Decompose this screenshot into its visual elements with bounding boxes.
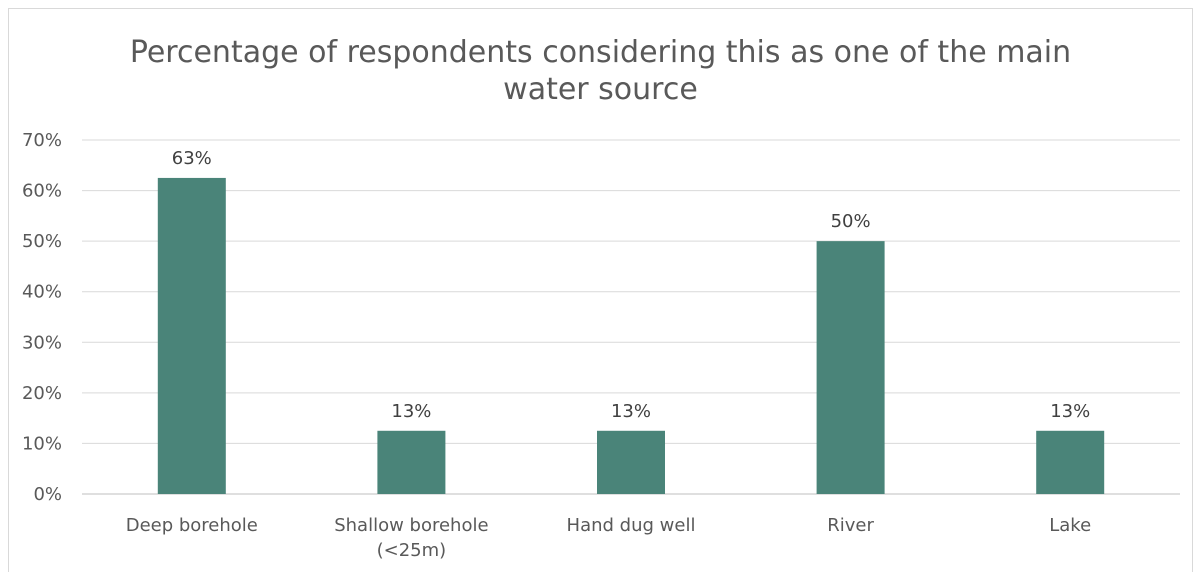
bar (1036, 430, 1105, 494)
chart-title: Percentage of respondents considering th… (129, 35, 1072, 107)
y-tick-label: 70% (22, 130, 62, 151)
y-tick-label: 30% (22, 332, 62, 353)
x-category-label: Hand dug well (567, 515, 696, 536)
x-category-label: Lake (1049, 515, 1091, 536)
data-label: 63% (172, 148, 212, 169)
data-label: 13% (611, 401, 651, 422)
y-tick-label: 40% (22, 282, 62, 303)
data-label: 13% (391, 401, 431, 422)
data-label: 13% (1050, 401, 1090, 422)
data-label: 50% (831, 211, 871, 232)
bar (157, 177, 226, 494)
y-tick-label: 20% (22, 383, 62, 404)
y-tick-label: 0% (33, 484, 62, 505)
y-tick-label: 10% (22, 433, 62, 454)
x-category-label: Deep borehole (126, 515, 258, 536)
x-category-label: River (827, 515, 874, 536)
bar (597, 430, 665, 494)
y-tick-label: 50% (22, 231, 62, 252)
x-axis: Deep borehole Shallow borehole (<25m) Hand … (126, 515, 1091, 561)
y-tick-label: 60% (22, 181, 62, 202)
data-labels: 63% 13% 13% 50% 13% (172, 148, 1090, 422)
x-category-label: Shallow borehole (<25m) (334, 515, 488, 561)
bar (377, 430, 446, 494)
gridlines (82, 139, 1180, 495)
y-axis: 0% 10% 20% 30% 40% 50% 60% 70% (22, 130, 62, 505)
bars (157, 177, 1105, 494)
bar (816, 241, 885, 494)
